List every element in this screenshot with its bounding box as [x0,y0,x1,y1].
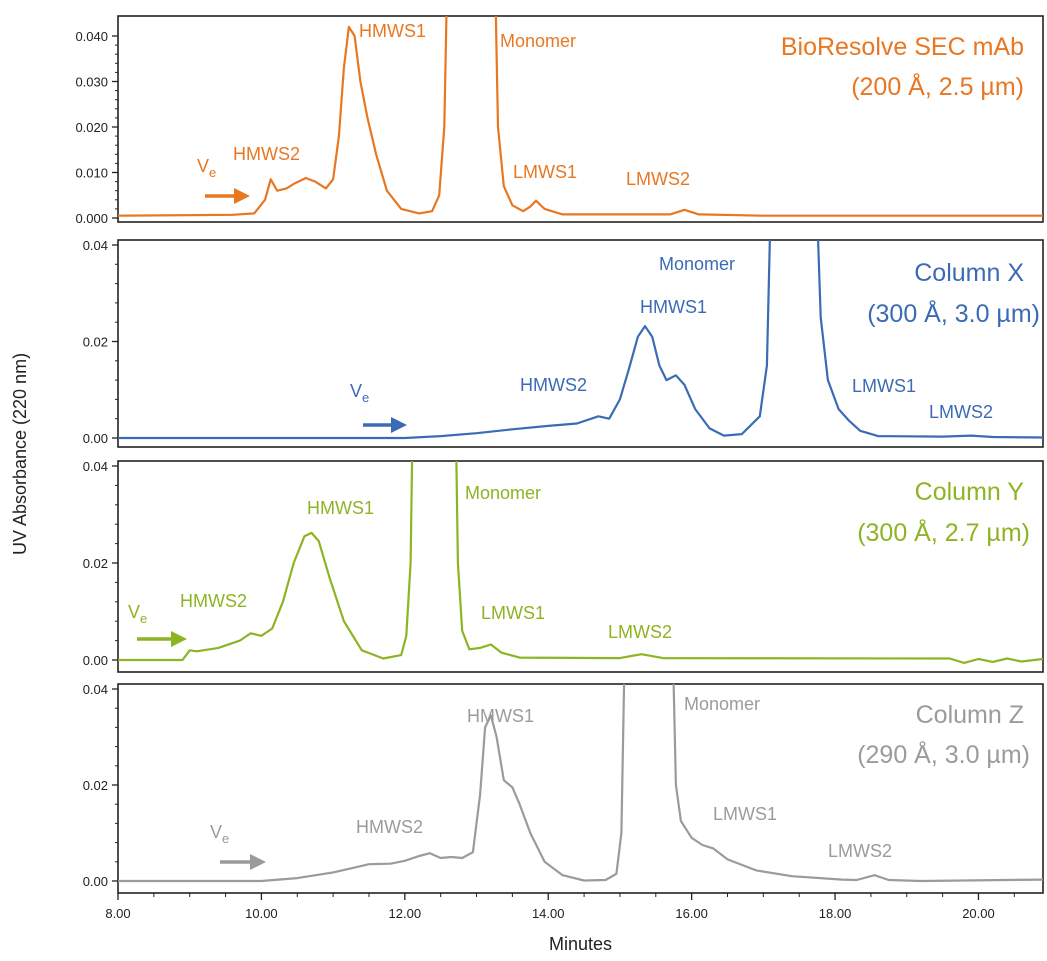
peak-label-lmws2: LMWS2 [828,841,892,861]
panel-1: 0.000 0.010 0.020 0.030 0.040 Monomer HMWS1 HMW… [75,15,1044,226]
y-tick-label: 0.030 [75,75,108,90]
ve-arrow-head [391,417,407,433]
peak-label-monomer: Monomer [684,694,760,714]
peak-label-hmws2: HMWS2 [180,591,247,611]
peak-label-hmws1: HMWS1 [640,297,707,317]
series-line [118,240,1043,440]
column-spec: (290 Å, 3.0 µm) [857,739,1030,769]
y-tick-label: 0.010 [75,166,108,181]
x-tick-label: 14.00 [532,906,565,921]
y-tick-label: 0.02 [83,778,108,793]
y-tick-label: 0.02 [83,556,108,571]
y-axis-label: UV Absorbance (220 nm) [10,353,30,555]
peak-label-lmws1: LMWS1 [481,603,545,623]
peak-label-lmws1: LMWS1 [713,804,777,824]
column-spec: (300 Å, 3.0 µm) [867,298,1040,328]
peak-label-monomer: Monomer [659,254,735,274]
series-line [118,684,1043,883]
peak-label-hmws1: HMWS1 [359,21,426,41]
ve-label: Ve [197,156,216,180]
peak-label-lmws1: LMWS1 [852,376,916,396]
panel-frame [117,460,1044,673]
y-tick-label: 0.02 [83,335,108,350]
panel-3: 0.00 0.02 0.04 Monomer HMWS1 HMWS2 LMWS1 LMWS2 C… [83,459,1044,673]
panel-4: 0.00 0.02 0.04 Monomer HMWS1 HMWS2 LMWS1 LMWS2 C… [83,682,1044,894]
column-spec: (200 Å, 2.5 µm) [851,71,1024,101]
column-name: Column X [914,259,1024,287]
ve-arrow-head [234,188,250,204]
ve-label: Ve [128,602,147,626]
panel-2: 0.00 0.02 0.04 Monomer HMWS1 HMWS2 LMWS1 LMWS2 C… [83,238,1044,448]
peak-label-lmws2: LMWS2 [608,622,672,642]
peak-label-hmws2: HMWS2 [356,817,423,837]
column-spec: (300 Å, 2.7 µm) [857,517,1030,547]
y-tick-label: 0.04 [83,682,108,697]
peak-label-lmws2: LMWS2 [626,169,690,189]
x-tick-label: 18.00 [819,906,852,921]
column-name: BioResolve SEC mAb [781,33,1024,61]
x-tick-label: 20.00 [962,906,995,921]
peak-label-lmws2: LMWS2 [929,402,993,422]
y-tick-label: 0.00 [83,874,108,889]
panel-frame [117,239,1044,448]
x-tick-label: 8.00 [105,906,130,921]
series-line [118,461,1043,664]
peak-label-hmws1: HMWS1 [307,498,374,518]
peak-label-hmws2: HMWS2 [233,144,300,164]
ve-arrow-head [171,631,187,647]
y-tick-label: 0.000 [75,211,108,226]
y-tick-label: 0.04 [83,238,108,253]
peak-label-hmws2: HMWS2 [520,375,587,395]
y-tick-label: 0.00 [83,431,108,446]
ve-label: Ve [210,822,229,846]
y-tick-label: 0.04 [83,459,108,474]
x-axis-label: Minutes [549,934,612,954]
x-tick-label: 16.00 [675,906,708,921]
panel-frame [117,15,1044,223]
peak-label-monomer: Monomer [500,31,576,51]
ve-arrow-head [250,854,266,870]
panel-frame [117,683,1044,894]
x-tick-label: 10.00 [245,906,278,921]
peak-label-lmws1: LMWS1 [513,162,577,182]
y-tick-label: 0.00 [83,653,108,668]
peak-label-hmws1: HMWS1 [467,706,534,726]
column-name: Column Z [916,701,1024,729]
y-tick-label: 0.020 [75,120,108,135]
ve-label: Ve [350,381,369,405]
y-tick-label: 0.040 [75,29,108,44]
series-line [118,16,1043,217]
x-tick-label: 12.00 [389,906,422,921]
column-name: Column Y [915,478,1025,506]
peak-label-monomer: Monomer [465,483,541,503]
